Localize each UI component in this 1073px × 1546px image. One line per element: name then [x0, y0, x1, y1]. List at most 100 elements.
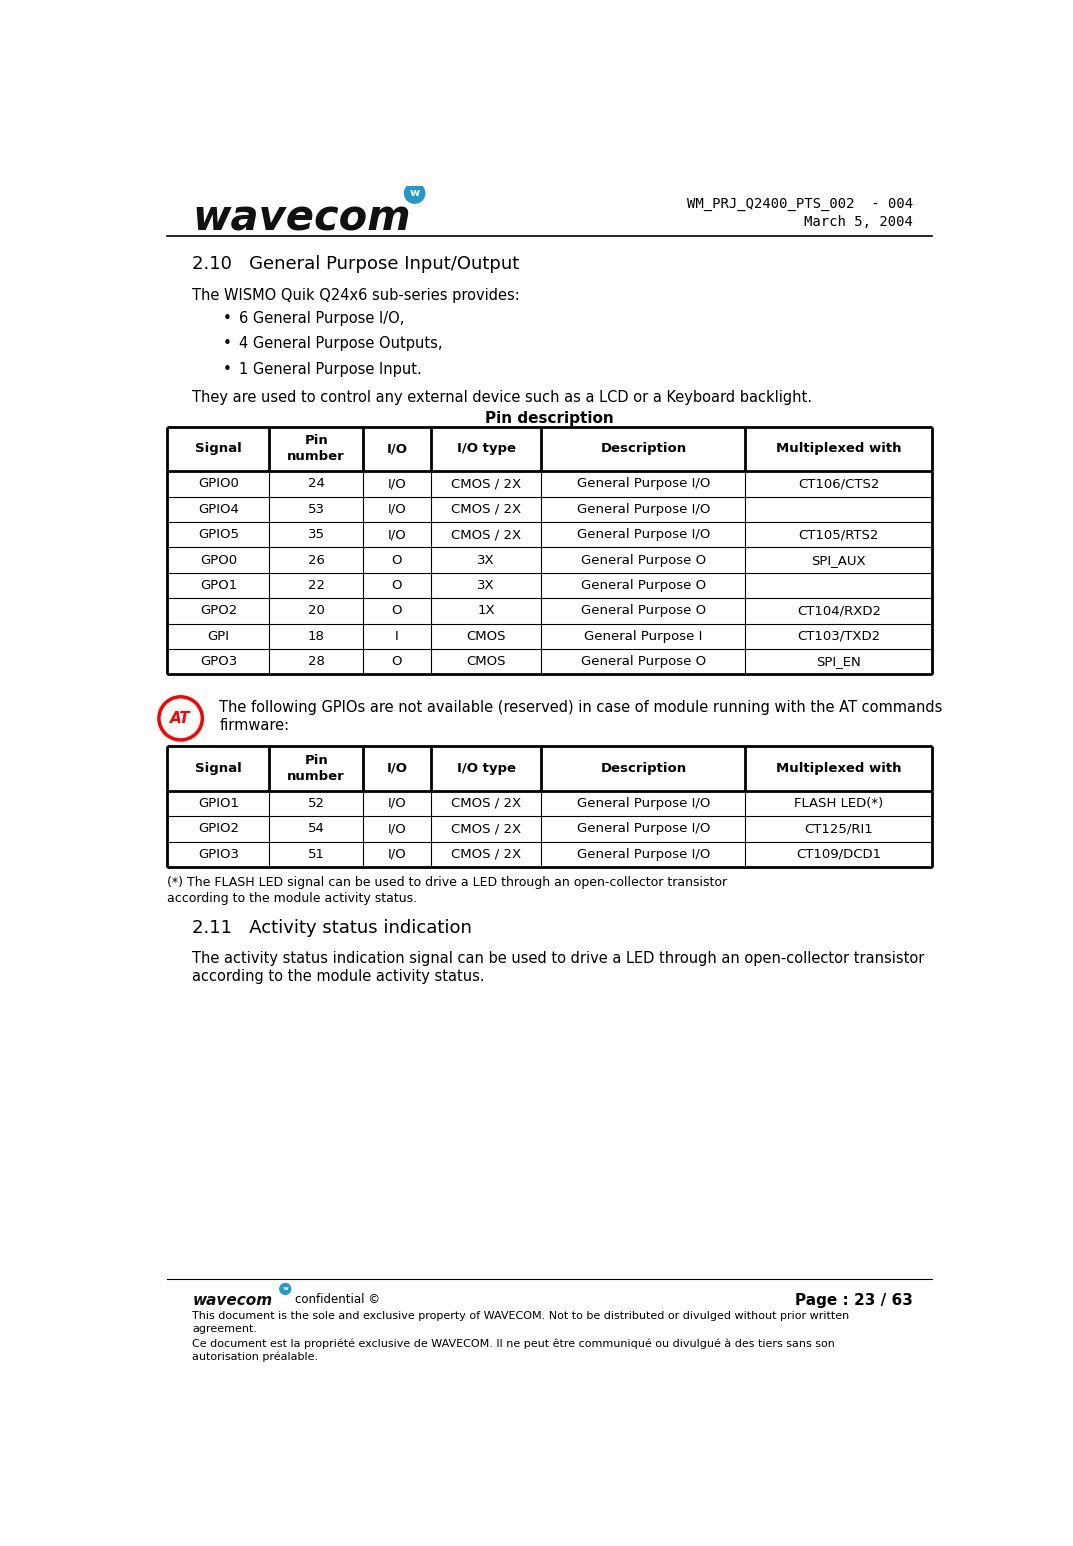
Text: Page : 23 / 63: Page : 23 / 63	[795, 1292, 913, 1308]
Text: according to the module activity status.: according to the module activity status.	[192, 969, 485, 985]
Text: SPI_AUX: SPI_AUX	[811, 553, 866, 567]
Text: CMOS / 2X: CMOS / 2X	[451, 529, 521, 541]
Text: WM_PRJ_Q2400_PTS_002  - 004: WM_PRJ_Q2400_PTS_002 - 004	[687, 196, 913, 212]
Text: This document is the sole and exclusive property of WAVECOM. Not to be distribut: This document is the sole and exclusive …	[192, 1311, 850, 1322]
Text: CMOS: CMOS	[467, 629, 505, 643]
Text: Signal: Signal	[195, 762, 241, 775]
Text: 53: 53	[308, 502, 325, 516]
Text: Multiplexed with: Multiplexed with	[776, 442, 901, 456]
Text: CT125/RI1: CT125/RI1	[805, 822, 873, 835]
Text: Description: Description	[600, 762, 687, 775]
Text: 20: 20	[308, 604, 325, 617]
Text: I/O: I/O	[386, 442, 408, 456]
Text: March 5, 2004: March 5, 2004	[804, 215, 913, 229]
Text: 35: 35	[308, 529, 325, 541]
Text: O: O	[392, 604, 402, 617]
Text: GPIO3: GPIO3	[197, 847, 239, 861]
Text: I/O: I/O	[387, 502, 407, 516]
Text: 28: 28	[308, 656, 325, 668]
Text: General Purpose I: General Purpose I	[584, 629, 703, 643]
Circle shape	[405, 184, 425, 203]
Text: Pin
number: Pin number	[288, 754, 346, 782]
Text: I/O type: I/O type	[457, 442, 516, 456]
Text: The WISMO Quik Q24x6 sub-series provides:: The WISMO Quik Q24x6 sub-series provides…	[192, 288, 520, 303]
Text: •: •	[223, 311, 232, 326]
Text: CMOS / 2X: CMOS / 2X	[451, 822, 521, 835]
Text: They are used to control any external device such as a LCD or a Keyboard backlig: They are used to control any external de…	[192, 390, 812, 405]
Text: w: w	[282, 1286, 289, 1291]
Text: GPO1: GPO1	[200, 580, 237, 592]
Text: 54: 54	[308, 822, 325, 835]
Text: General Purpose O: General Purpose O	[580, 604, 706, 617]
Text: I/O: I/O	[387, 822, 407, 835]
Text: General Purpose I/O: General Purpose I/O	[576, 822, 710, 835]
Circle shape	[280, 1283, 291, 1294]
Text: GPI: GPI	[207, 629, 230, 643]
Text: CT106/CTS2: CT106/CTS2	[798, 478, 880, 490]
Text: General Purpose I/O: General Purpose I/O	[576, 847, 710, 861]
Text: GPIO5: GPIO5	[197, 529, 239, 541]
Text: 1 General Purpose Input.: 1 General Purpose Input.	[239, 362, 422, 377]
Text: I: I	[395, 629, 399, 643]
Text: GPIO2: GPIO2	[197, 822, 239, 835]
Text: firmware:: firmware:	[219, 719, 290, 733]
Text: CT109/DCD1: CT109/DCD1	[796, 847, 881, 861]
Text: The activity status indication signal can be used to drive a LED through an open: The activity status indication signal ca…	[192, 951, 925, 966]
Text: w: w	[410, 189, 420, 198]
Text: Ce document est la propriété exclusive de WAVECOM. Il ne peut être communiqué ou: Ce document est la propriété exclusive d…	[192, 1339, 835, 1350]
Text: GPO0: GPO0	[200, 553, 237, 567]
Text: General Purpose O: General Purpose O	[580, 656, 706, 668]
Text: confidential ©: confidential ©	[295, 1292, 380, 1306]
Text: 4 General Purpose Outputs,: 4 General Purpose Outputs,	[239, 337, 442, 351]
Text: Signal: Signal	[195, 442, 241, 456]
Text: CT103/TXD2: CT103/TXD2	[797, 629, 881, 643]
Text: General Purpose I/O: General Purpose I/O	[576, 796, 710, 810]
Text: GPIO4: GPIO4	[199, 502, 239, 516]
Text: 2.10   General Purpose Input/Output: 2.10 General Purpose Input/Output	[192, 255, 519, 272]
Text: General Purpose I/O: General Purpose I/O	[576, 502, 710, 516]
Text: I/O: I/O	[387, 478, 407, 490]
Text: 24: 24	[308, 478, 325, 490]
Text: 1X: 1X	[477, 604, 495, 617]
Text: 18: 18	[308, 629, 325, 643]
Text: General Purpose O: General Purpose O	[580, 553, 706, 567]
Text: Pin description: Pin description	[485, 411, 614, 427]
Text: Description: Description	[600, 442, 687, 456]
Text: General Purpose I/O: General Purpose I/O	[576, 478, 710, 490]
Text: CMOS / 2X: CMOS / 2X	[451, 847, 521, 861]
Text: wavecom: wavecom	[192, 196, 411, 240]
Text: 51: 51	[308, 847, 325, 861]
Text: Pin
number: Pin number	[288, 434, 346, 464]
Text: General Purpose O: General Purpose O	[580, 580, 706, 592]
Text: 3X: 3X	[477, 580, 495, 592]
Text: I/O: I/O	[387, 529, 407, 541]
Text: •: •	[223, 337, 232, 351]
Text: agreement.: agreement.	[192, 1323, 258, 1334]
Text: •: •	[223, 362, 232, 377]
Text: 2.11   Activity status indication: 2.11 Activity status indication	[192, 918, 472, 937]
Text: 6 General Purpose I/O,: 6 General Purpose I/O,	[239, 311, 405, 326]
Text: The following GPIOs are not available (reserved) in case of module running with : The following GPIOs are not available (r…	[219, 700, 943, 714]
Text: GPIO1: GPIO1	[197, 796, 239, 810]
Text: CMOS / 2X: CMOS / 2X	[451, 478, 521, 490]
Text: CT105/RTS2: CT105/RTS2	[798, 529, 879, 541]
Text: CMOS / 2X: CMOS / 2X	[451, 502, 521, 516]
Text: AT: AT	[171, 711, 191, 727]
Text: CT104/RXD2: CT104/RXD2	[797, 604, 881, 617]
Text: 22: 22	[308, 580, 325, 592]
Text: SPI_EN: SPI_EN	[817, 656, 862, 668]
Text: according to the module activity status.: according to the module activity status.	[167, 892, 417, 904]
Text: O: O	[392, 553, 402, 567]
Text: I/O: I/O	[387, 796, 407, 810]
Text: CMOS / 2X: CMOS / 2X	[451, 796, 521, 810]
Text: wavecom: wavecom	[192, 1292, 273, 1308]
Text: GPIO0: GPIO0	[199, 478, 239, 490]
Text: (*) The FLASH LED signal can be used to drive a LED through an open-collector tr: (*) The FLASH LED signal can be used to …	[167, 877, 727, 889]
Text: General Purpose I/O: General Purpose I/O	[576, 529, 710, 541]
Text: O: O	[392, 656, 402, 668]
Text: GPO2: GPO2	[200, 604, 237, 617]
Text: O: O	[392, 580, 402, 592]
Text: GPO3: GPO3	[200, 656, 237, 668]
Text: autorisation préalable.: autorisation préalable.	[192, 1351, 319, 1362]
Text: I/O: I/O	[386, 762, 408, 775]
